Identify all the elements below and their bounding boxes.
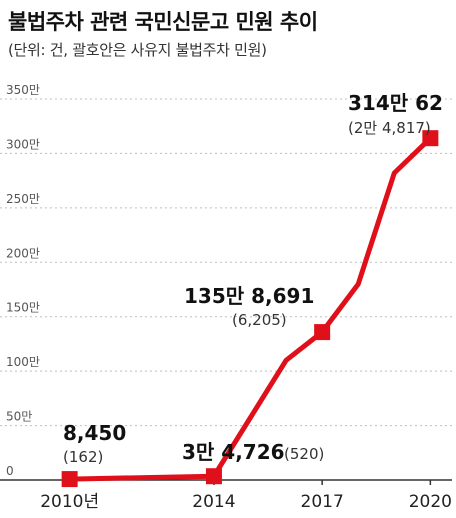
x-tick-label: 2014 <box>192 492 235 512</box>
x-axis-ticks: 2010년 2014 2017 2020 <box>40 480 452 512</box>
data-label-private: (6,205) <box>232 311 287 329</box>
y-tick-label: 350만 <box>6 83 40 97</box>
data-label-private: (2만 4,817) <box>348 119 431 137</box>
data-point-marker <box>314 324 331 341</box>
data-point-marker <box>61 471 78 488</box>
data-label-value: 3만 4,726 <box>182 440 285 464</box>
data-label-private: (520) <box>284 445 324 463</box>
data-label-value: 314만 62 <box>348 91 443 115</box>
y-tick-label: 200만 <box>6 246 40 260</box>
data-label-private: (162) <box>63 448 103 466</box>
y-axis-ticks: 0 50만 100만 150만 200만 250만 300만 350만 <box>6 83 40 478</box>
data-point-marker <box>422 130 439 147</box>
x-tick-label: 2020 <box>409 492 452 512</box>
data-point-marker <box>205 468 222 485</box>
x-tick-label: 2010년 <box>40 492 99 512</box>
y-tick-label: 100만 <box>6 355 40 369</box>
y-tick-label: 300만 <box>6 137 40 151</box>
y-tick-label: 50만 <box>6 410 32 424</box>
y-tick-label: 150만 <box>6 301 40 315</box>
series-markers <box>61 130 439 488</box>
y-tick-label: 250만 <box>6 192 40 206</box>
chart-subtitle: (단위: 건, 괄호안은 사유지 불법주차 민원) <box>8 41 267 59</box>
chart-title: 불법주차 관련 국민신문고 민원 추이 <box>8 10 318 34</box>
data-labels: 8,450 (162) 3만 4,726 (520) 135만 8,691 (6,205)… <box>63 91 443 466</box>
data-label-value: 8,450 <box>63 421 126 445</box>
gridlines <box>0 98 452 481</box>
data-label-value: 135만 8,691 <box>184 284 314 308</box>
x-tick-label: 2017 <box>301 492 344 512</box>
y-tick-label: 0 <box>6 464 14 478</box>
